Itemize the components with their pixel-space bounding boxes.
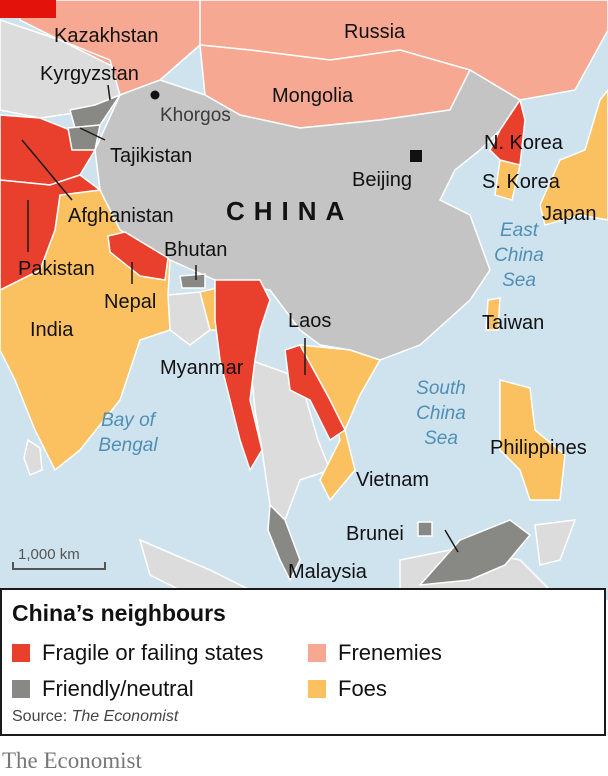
china-region bbox=[94, 68, 522, 361]
legend-label-foes: Foes bbox=[338, 676, 387, 701]
legend-label-friendly: Friendly/neutral bbox=[42, 676, 194, 701]
label-brunei: Brunei bbox=[346, 523, 404, 545]
scale-tick-left bbox=[12, 562, 14, 570]
sri-lanka bbox=[23, 438, 43, 476]
swatch-fragile bbox=[12, 644, 30, 662]
label-nepal: Nepal bbox=[104, 291, 157, 313]
economist-red-tab bbox=[0, 0, 56, 18]
scale-line bbox=[12, 568, 106, 570]
tajikistan-region bbox=[67, 124, 101, 151]
label-china: CHINA bbox=[226, 196, 354, 226]
pakistan-region bbox=[0, 174, 102, 291]
label-pakistan: Pakistan bbox=[18, 258, 95, 280]
sulawesi bbox=[534, 519, 577, 566]
legend-label-frenemies: Frenemies bbox=[338, 640, 442, 665]
label-laos: Laos bbox=[288, 310, 332, 332]
kyrgyzstan-region bbox=[69, 93, 122, 129]
leader-lines bbox=[21, 84, 459, 553]
scale-bar: 1,000 km bbox=[12, 546, 108, 576]
japan-region bbox=[539, 88, 608, 226]
nepal-region bbox=[107, 231, 169, 281]
label-taiwan: Taiwan bbox=[482, 312, 545, 334]
label-south-china-sea: South China Sea bbox=[416, 378, 466, 449]
source-prefix: Source: bbox=[12, 708, 72, 725]
label-malaysia: Malaysia bbox=[288, 561, 367, 583]
philippines-region bbox=[499, 379, 566, 501]
label-india: India bbox=[30, 319, 74, 341]
label-tajikistan: Tajikistan bbox=[110, 145, 193, 167]
legend-item-fragile: Fragile or failing states bbox=[12, 640, 263, 666]
label-vietnam: Vietnam bbox=[356, 469, 430, 491]
label-bay-of-bengal: Bay of Bengal bbox=[98, 410, 158, 456]
brunei-leader bbox=[444, 529, 459, 553]
swatch-friendly bbox=[12, 680, 30, 698]
swatch-frenemies bbox=[308, 644, 326, 662]
other-land bbox=[0, 19, 577, 600]
source-note: Source: The Economist bbox=[12, 708, 178, 726]
indonesia-sumatra bbox=[138, 538, 271, 600]
taiwan-region bbox=[485, 297, 501, 331]
malaysia-borneo-region bbox=[418, 519, 532, 586]
frenemies-regions bbox=[19, 0, 608, 129]
kyrgyzstan-leader bbox=[107, 84, 111, 101]
label-n-korea: N. Korea bbox=[484, 132, 563, 154]
brunei-marker bbox=[417, 521, 433, 537]
label-japan: Japan bbox=[542, 203, 597, 225]
label-east-china-sea: East China Sea bbox=[494, 220, 544, 291]
scale-label: 1,000 km bbox=[18, 546, 80, 563]
legend-item-friendly: Friendly/neutral bbox=[12, 676, 194, 702]
n-korea-region bbox=[489, 98, 526, 166]
thailand-cambodia bbox=[249, 358, 331, 522]
friendly-regions bbox=[67, 93, 532, 586]
source-name: The Economist bbox=[71, 708, 179, 725]
label-bhutan: Bhutan bbox=[164, 239, 228, 261]
legend: China’s neighbours Fragile or failing st… bbox=[0, 588, 606, 736]
map bbox=[0, 0, 608, 600]
khorgos-marker bbox=[150, 90, 160, 100]
myanmar-region bbox=[214, 279, 271, 472]
label-khorgos: Khorgos bbox=[160, 105, 231, 126]
label-kyrgyzstan: Kyrgyzstan bbox=[40, 63, 139, 85]
malaysia-region bbox=[267, 503, 301, 582]
legend-label-fragile: Fragile or failing states bbox=[42, 640, 264, 665]
tajikistan-leader bbox=[79, 127, 106, 141]
label-myanmar: Myanmar bbox=[160, 357, 244, 379]
label-mongolia: Mongolia bbox=[272, 85, 354, 107]
label-russia: Russia bbox=[344, 21, 406, 43]
legend-item-foes: Foes bbox=[308, 676, 387, 702]
beijing-marker bbox=[410, 150, 422, 162]
brand-wordmark: The Economist bbox=[2, 748, 142, 773]
label-philippines: Philippines bbox=[490, 437, 587, 459]
label-beijing: Beijing bbox=[352, 169, 413, 191]
bhutan-region bbox=[179, 273, 206, 289]
legend-item-frenemies: Frenemies bbox=[308, 640, 442, 666]
swatch-foes bbox=[308, 680, 326, 698]
label-afghanistan: Afghanistan bbox=[68, 205, 174, 227]
legend-title: China’s neighbours bbox=[12, 600, 226, 626]
label-kazakhstan: Kazakhstan bbox=[54, 25, 159, 47]
afghanistan-leader bbox=[21, 139, 73, 201]
label-s-korea: S. Korea bbox=[482, 171, 560, 193]
scale-tick-right bbox=[104, 562, 106, 570]
